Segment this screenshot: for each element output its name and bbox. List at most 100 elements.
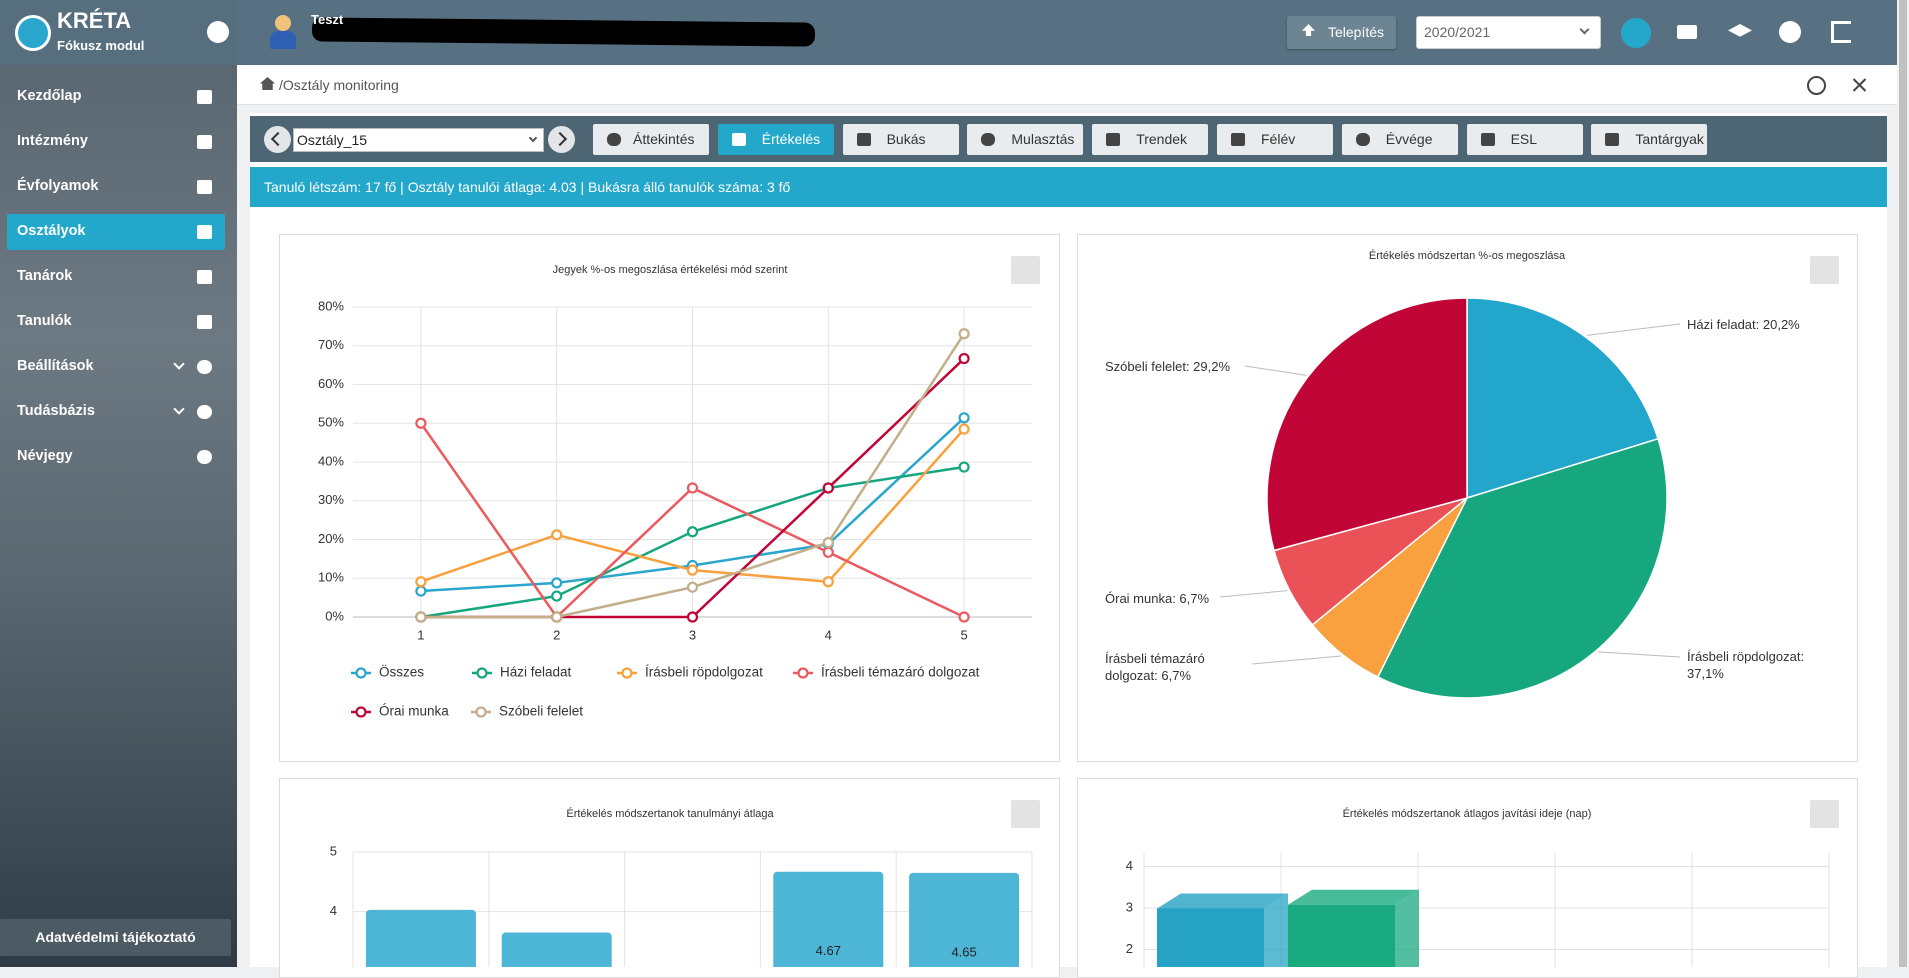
tab-icon	[856, 133, 871, 146]
home-icon[interactable]	[260, 77, 275, 90]
tab[interactable]: Áttekintés	[593, 124, 709, 155]
tab-icon	[981, 133, 996, 146]
point	[686, 611, 699, 623]
menu-item[interactable]: Intézmény	[17, 133, 88, 149]
class-select[interactable]	[293, 128, 544, 152]
pie-label: Írásbeli témazáró dolgozat: 6,7%	[1105, 651, 1205, 683]
chart-title: Értékelés módszertanok átlagos javítási …	[1343, 807, 1592, 820]
leader-line	[1597, 651, 1681, 658]
menu-item[interactable]: Osztályok	[17, 223, 86, 239]
tab-icon	[1355, 133, 1370, 146]
y-tick-label: 5	[330, 843, 337, 858]
point	[415, 611, 427, 623]
tab[interactable]: Értékelés	[717, 124, 834, 155]
menu-item[interactable]: Tanulók	[17, 313, 72, 329]
legend-swatch	[355, 706, 367, 718]
panel-menu-button[interactable]	[1011, 800, 1040, 828]
breadcrumb-bar	[237, 65, 1897, 105]
avatar-body	[270, 31, 296, 49]
panel-menu-button[interactable]	[1810, 256, 1839, 284]
icon-palette[interactable]	[1779, 21, 1801, 43]
menu-item[interactable]: Tudásbázis	[17, 403, 95, 419]
privacy-button[interactable]: Adatvédelmi tájékoztató	[0, 919, 231, 956]
point	[958, 461, 970, 473]
x-tick-label: 4	[825, 627, 832, 642]
menu-icon	[197, 450, 212, 464]
y-tick-label: 3	[1126, 899, 1133, 914]
point	[551, 529, 563, 541]
icon-visibility[interactable]	[1621, 18, 1651, 48]
point	[551, 611, 563, 623]
point	[958, 423, 970, 435]
icon-logout[interactable]	[1831, 21, 1851, 43]
panel-menu-button[interactable]	[1011, 256, 1040, 284]
point	[551, 590, 563, 602]
pie-slice	[1376, 437, 1668, 699]
legend-label: Órai munka	[379, 704, 449, 719]
chart-title: Értékelés módszertan %-os megoszlása	[1369, 249, 1566, 262]
menu-active-bg	[7, 214, 225, 250]
chart-title: Értékelés módszertanok tanulmányi átlaga	[566, 807, 774, 820]
point	[958, 328, 970, 340]
tab-icon	[1480, 133, 1495, 146]
x-tick-label: 5	[960, 627, 967, 642]
bar	[1157, 908, 1264, 967]
pie-label: Írásbeli röpdolgozat: 37,1%	[1687, 649, 1805, 681]
leader-line	[1586, 323, 1681, 336]
pie-slice	[1466, 297, 1659, 500]
legend-swatch	[797, 667, 809, 679]
y-tick-label: 4	[330, 903, 337, 918]
legend-label: Összes	[379, 665, 424, 680]
info-bar	[250, 167, 1887, 207]
help-icon[interactable]	[1807, 76, 1826, 95]
scrollbar-thumb[interactable]	[1899, 0, 1907, 967]
tab-icon	[1231, 133, 1245, 146]
install-label[interactable]: Telepítés	[1328, 24, 1385, 40]
bar-top	[1288, 889, 1419, 905]
menu-item[interactable]: Évfolyamok	[17, 178, 99, 194]
class-select-label[interactable]: Osztály_15	[297, 132, 368, 148]
menu-icon	[197, 405, 212, 419]
icon-school[interactable]	[1728, 24, 1752, 37]
point	[958, 412, 970, 424]
menu-item[interactable]: Tanárok	[17, 268, 73, 284]
pie-label: Órai munka: 6,7%	[1105, 591, 1210, 606]
forward-button[interactable]	[548, 126, 575, 153]
sidebar-toggle[interactable]	[207, 21, 229, 43]
icon-card[interactable]	[1677, 25, 1697, 39]
year-label[interactable]: 2020/2021	[1424, 24, 1491, 40]
point	[686, 482, 699, 494]
menu-item[interactable]: Névjegy	[17, 448, 73, 464]
legend-label: Házi feladat	[500, 665, 572, 680]
point	[415, 585, 427, 597]
panel-menu-button[interactable]	[1810, 800, 1839, 828]
back-button[interactable]	[264, 126, 291, 153]
year-select[interactable]	[1416, 16, 1601, 49]
menu-icon	[197, 225, 212, 239]
y-tick-label: 2	[1126, 941, 1133, 956]
bar	[909, 872, 1020, 967]
y-tick-label: 4	[1126, 858, 1133, 873]
point	[415, 417, 427, 429]
tab[interactable]: ESL	[1466, 124, 1583, 155]
x-tick-label: 3	[689, 627, 696, 642]
install-button[interactable]	[1287, 16, 1396, 49]
bar-side	[1264, 893, 1288, 967]
bar-label: 4.67	[816, 943, 841, 958]
y-tick-label: 10%	[318, 570, 344, 585]
point	[551, 577, 563, 589]
menu-item[interactable]: Beállítások	[17, 358, 94, 374]
leader-line	[1251, 655, 1342, 665]
breadcrumb[interactable]: /Osztály monitoring	[279, 77, 399, 93]
user-name: Teszt	[311, 12, 344, 27]
sidebar	[0, 0, 237, 967]
y-tick-label: 0%	[325, 608, 344, 623]
bar-top	[1157, 893, 1288, 909]
legend-label: Írásbeli röpdolgozat	[645, 665, 763, 680]
tab-icon	[1106, 133, 1121, 146]
y-tick-label: 80%	[318, 298, 344, 313]
point	[822, 546, 834, 558]
menu-item[interactable]: Kezdőlap	[17, 88, 82, 104]
